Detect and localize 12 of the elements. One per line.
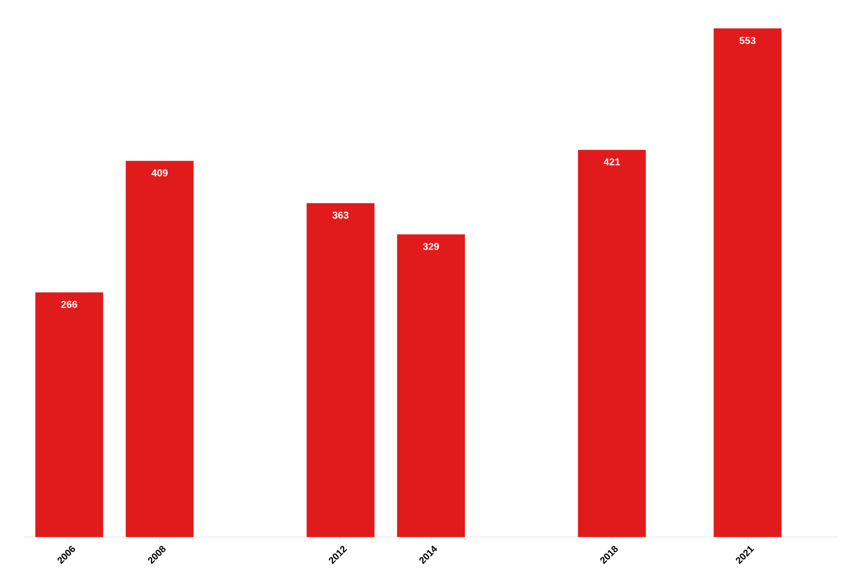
data-label: 329 <box>422 242 439 250</box>
bar <box>578 150 646 537</box>
data-label: 409 <box>152 169 168 176</box>
bar <box>714 28 782 537</box>
bar <box>306 203 374 537</box>
data-label: 266 <box>61 300 78 308</box>
bar <box>126 160 194 537</box>
data-label: 421 <box>604 158 620 166</box>
bar <box>35 292 104 537</box>
bar <box>397 234 465 537</box>
data-label: 363 <box>332 212 349 219</box>
data-label: 553 <box>740 36 756 44</box>
